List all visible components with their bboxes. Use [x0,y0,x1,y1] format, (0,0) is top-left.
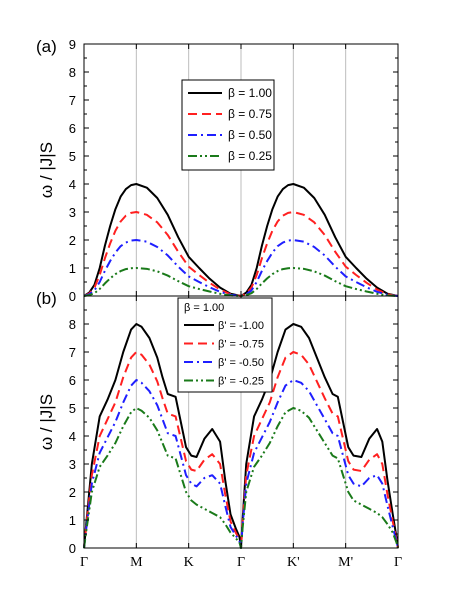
y-tick-label-a-8: 8 [69,65,76,80]
legend-label-a-1: β = 0.75 [228,107,272,121]
y-tick-label-b-0: 0 [69,541,76,556]
legend-title-b: β = 1.00 [184,302,224,314]
legend-label-b-1: β' = -0.75 [218,339,264,351]
y-tick-label-b-4: 4 [69,429,76,444]
y-tick-label-a-3: 3 [69,205,76,220]
y-axis-label-b: ω / |J|S [37,394,56,450]
series-line-b-3 [83,407,399,549]
legend-label-b-3: β' = -0.25 [218,376,264,388]
y-tick-label-b-8: 8 [69,317,76,332]
y-tick-label-a-7: 7 [69,93,76,108]
y-axis-label-a: ω / |J|S [37,142,56,198]
panel-label-a: (a) [36,37,57,56]
x-tick-label-6: Γ [394,555,402,570]
x-tick-label-1: M [130,555,143,570]
panel-a: 0 1 2 3 4 5 6 7 8 9 (a) ω / |J|S β = 1.00 β = 0.75 β =… [36,37,399,304]
y-tick-label-a-0: 0 [69,289,76,304]
legend-label-a-2: β = 0.50 [228,128,272,142]
legend-label-b-0: β' = -1.00 [218,320,264,332]
panel-b: 0 1 2 3 4 5 6 7 8 (b) ω / |J|S β = 1.00 β' = -1.00 β'… [36,289,399,556]
y-tick-label-b-7: 7 [69,345,76,360]
x-tick-label-0: Γ [80,555,88,570]
y-tick-label-b-5: 5 [69,401,76,416]
y-tick-label-a-6: 6 [69,121,76,136]
y-tick-label-b-2: 2 [69,485,76,500]
legend-label-a-3: β = 0.25 [228,149,272,163]
y-tick-label-b-6: 6 [69,373,76,388]
y-tick-label-a-5: 5 [69,149,76,164]
x-tick-labels: Γ M K Γ K' M' Γ [80,555,402,570]
legend-label-a-0: β = 1.00 [228,86,272,100]
x-tick-label-4: K' [287,555,300,570]
series-line-a-3 [83,267,399,297]
x-tick-label-5: M' [338,555,353,570]
y-tick-label-a-9: 9 [69,37,76,52]
series-line-a-2 [83,239,399,297]
x-tick-label-2: K [184,555,194,570]
y-tick-label-b-3: 3 [69,457,76,472]
y-tick-label-b-1: 1 [69,513,76,528]
y-tick-label-a-1: 1 [69,261,76,276]
y-tick-label-a-4: 4 [69,177,76,192]
legend-box-b [177,297,273,393]
legend-box-a [181,79,275,171]
panel-label-b: (b) [36,289,57,308]
y-tick-label-a-2: 2 [69,233,76,248]
x-tick-label-3: Γ [237,555,245,570]
legend-label-b-2: β' = -0.50 [218,357,264,369]
